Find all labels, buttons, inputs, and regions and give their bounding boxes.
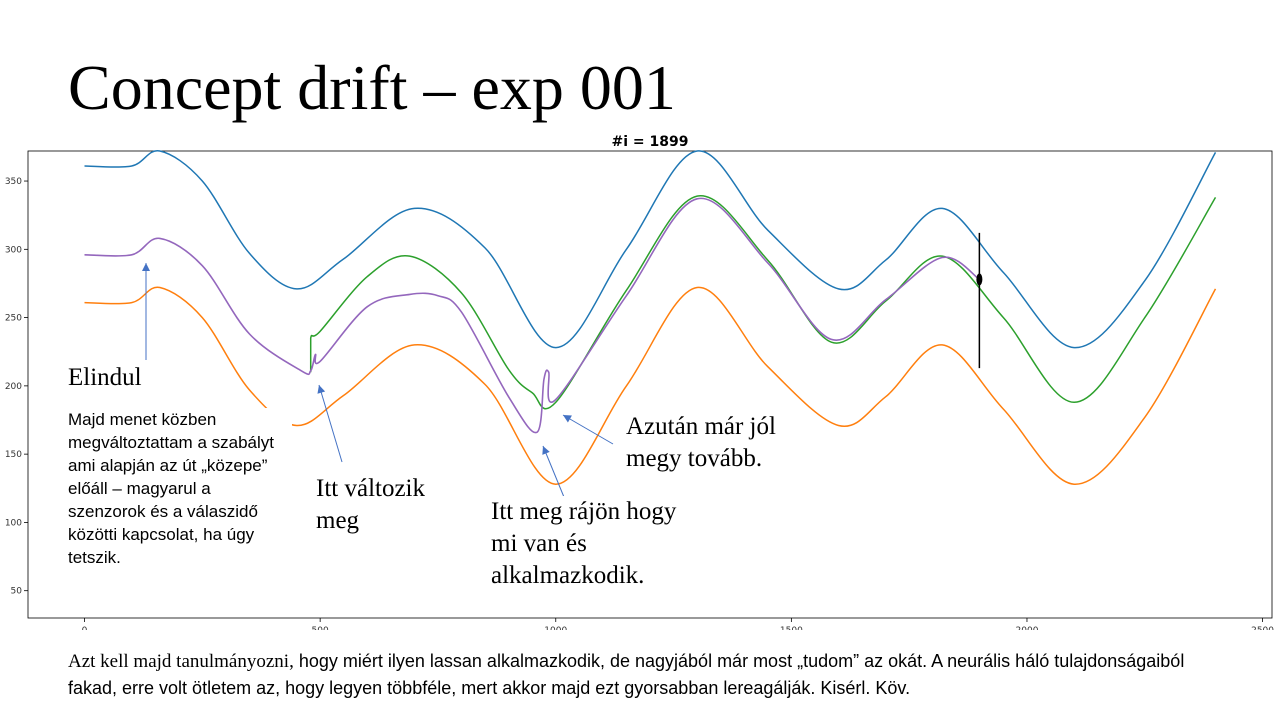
bottom-text: Azt kell majd tanulmányozni, hogy miért … xyxy=(68,648,1238,702)
annotation-good: Azután már jól megy tovább. xyxy=(626,411,776,475)
annotation-start: Elindul xyxy=(68,362,142,394)
x-tick-label: 1000 xyxy=(544,626,567,630)
y-tick-label: 50 xyxy=(11,587,23,597)
series-line-prediction xyxy=(84,197,980,434)
series-line-upper xyxy=(84,150,1217,349)
arrow-realizes xyxy=(542,445,567,503)
y-tick-label: 100 xyxy=(5,518,22,528)
x-tick-label: 500 xyxy=(312,626,329,630)
annotation-changes: Itt változik meg xyxy=(316,473,425,537)
y-tick-label: 300 xyxy=(5,245,22,255)
slide-title: Concept drift – exp 001 xyxy=(68,52,676,123)
annotation-changes-line1: Itt változik xyxy=(316,475,425,502)
x-tick-label: 1500 xyxy=(780,626,803,630)
annotation-realizes-line1: Itt meg rájön hogy xyxy=(491,498,677,525)
annotation-realizes-line2: mi van és xyxy=(491,530,587,557)
series-line-center xyxy=(309,195,1217,410)
chart-title: #i = 1899 xyxy=(612,134,689,150)
annotation-realizes: Itt meg rájön hogy mi van és alkalmazkod… xyxy=(491,496,677,592)
x-tick-label: 2000 xyxy=(1016,626,1039,630)
arrow-start xyxy=(142,263,150,360)
annotation-note: Majd menet közben megváltoztattam a szab… xyxy=(68,408,292,569)
y-tick-label: 200 xyxy=(5,382,22,392)
arrow-changes xyxy=(317,384,343,463)
x-tick-label: 2500 xyxy=(1251,626,1274,630)
annotation-arrows xyxy=(142,263,614,503)
x-tick-label: 0 xyxy=(82,626,88,630)
series-line-lower xyxy=(84,286,1217,485)
annotation-realizes-line3: alkalmazkodik. xyxy=(491,562,645,589)
y-tick-label: 350 xyxy=(5,177,22,187)
bottom-text-part2: hogy miért ilyen lassan alkalmazkodik, d… xyxy=(68,651,1185,698)
arrow-good xyxy=(562,414,614,445)
annotation-good-line2: megy tovább. xyxy=(626,445,763,472)
annotation-changes-line2: meg xyxy=(316,507,360,534)
axis-ticks: 0 500 1000 1500 2000 2500 50 100 150 200 250 300 350 xyxy=(5,177,1274,630)
current-point-marker xyxy=(976,273,983,286)
annotation-good-line1: Azután már jól xyxy=(626,413,776,440)
series-lines xyxy=(84,150,1217,485)
bottom-text-part1: Azt kell majd tanulmányozni, xyxy=(68,651,294,672)
y-tick-label: 250 xyxy=(5,314,22,324)
y-tick-label: 150 xyxy=(5,450,22,460)
